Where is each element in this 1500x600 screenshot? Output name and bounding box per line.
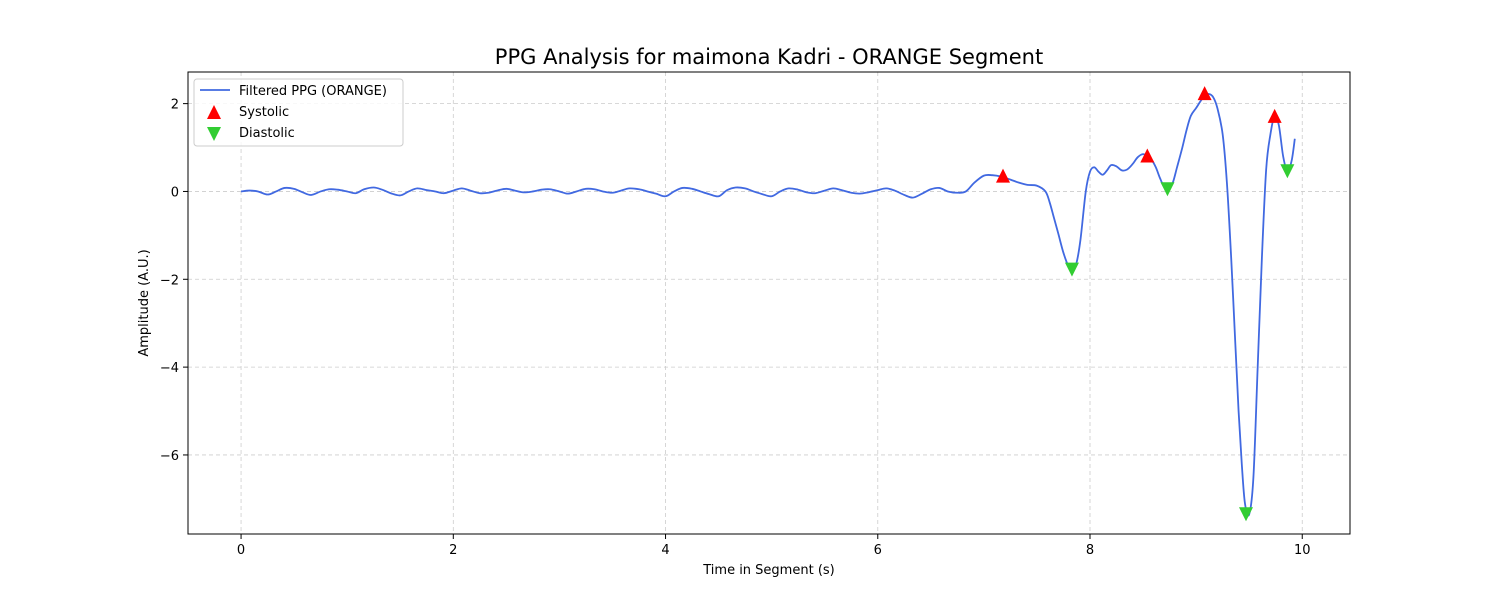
legend-diastolic-marker [207, 127, 221, 141]
x-axis-label: Time in Segment (s) [702, 563, 834, 578]
legend: Filtered PPG (ORANGE) Systolic Diastolic [193, 78, 404, 147]
grid-lines [188, 72, 1350, 534]
systolic-marker [1197, 86, 1212, 101]
x-tick-label: 6 [874, 543, 882, 558]
legend-label-filtered: Filtered PPG (ORANGE) [239, 84, 387, 99]
plot-data [240, 86, 1296, 522]
diastolic-marker [1160, 182, 1175, 197]
systolic-marker [995, 168, 1010, 183]
diastolic-marker [1064, 262, 1079, 277]
y-tick-label: 0 [171, 185, 179, 200]
x-tick-label: 4 [661, 543, 669, 558]
y-tick-label: −2 [160, 273, 179, 288]
filtered-ppg-line [240, 93, 1296, 517]
y-tick-label: −6 [160, 449, 179, 464]
legend-box [193, 78, 404, 147]
systolic-marker [1267, 108, 1282, 123]
y-axis-label: Amplitude (A.U.) [137, 249, 152, 356]
axis-ticks: 0 2 4 6 8 10 −6 −4 −2 0 2 [160, 98, 1311, 558]
x-tick-label: 0 [237, 543, 245, 558]
y-tick-label: −4 [160, 361, 179, 376]
diastolic-marker [1280, 164, 1295, 179]
legend-label-systolic: Systolic [239, 105, 289, 120]
legend-systolic-marker [207, 105, 221, 119]
y-tick-label: 2 [171, 98, 179, 113]
chart-title: PPG Analysis for maimona Kadri - ORANGE … [495, 45, 1043, 69]
x-tick-label: 10 [1294, 543, 1311, 558]
diastolic-marker [1239, 507, 1254, 522]
x-tick-label: 2 [449, 543, 457, 558]
x-tick-label: 8 [1086, 543, 1094, 558]
systolic-marker [1140, 148, 1155, 163]
legend-label-diastolic: Diastolic [239, 126, 295, 141]
plot-area-frame [187, 71, 1351, 535]
